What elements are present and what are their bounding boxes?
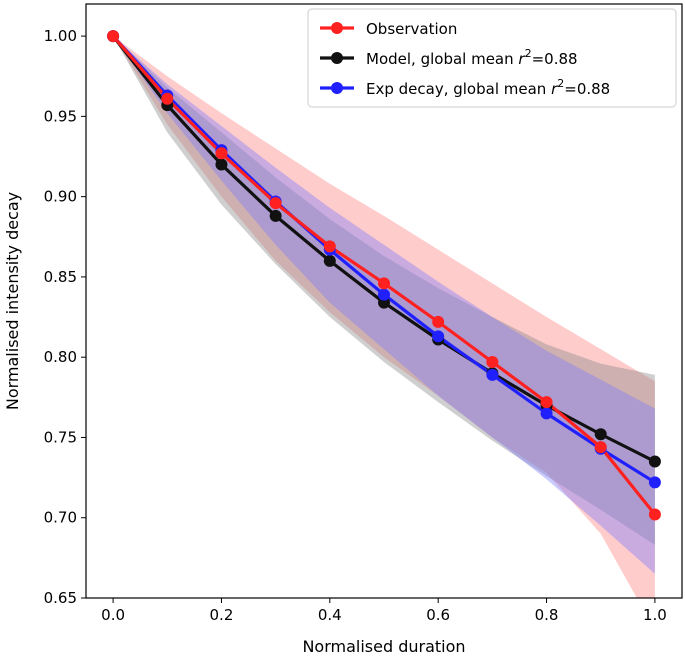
legend-label-observation: Observation <box>366 20 457 38</box>
y-tick-label: 0.85 <box>44 268 77 286</box>
x-tick-label: 0.4 <box>318 606 342 624</box>
x-tick-label: 0.2 <box>210 606 234 624</box>
x-axis: 0.0 0.2 0.4 0.6 0.8 1.0 <box>101 598 667 624</box>
y-tick-label: 0.95 <box>44 107 77 125</box>
point-model-global-mean-4 <box>323 254 336 267</box>
y-tick-label: 0.65 <box>44 589 77 607</box>
point-observation-7 <box>486 356 499 369</box>
point-observation-6 <box>432 315 445 328</box>
x-tick-label: 0.8 <box>535 606 559 624</box>
x-tick-label: 0.0 <box>101 606 125 624</box>
y-tick-label: 0.80 <box>44 348 77 366</box>
legend-marker-model-global-mean <box>331 52 343 64</box>
point-observation-0 <box>107 30 120 43</box>
point-model-global-mean-3 <box>269 209 282 222</box>
x-axis-label: Normalised duration <box>302 637 465 656</box>
point-observation-10 <box>648 508 661 521</box>
point-observation-5 <box>378 277 390 290</box>
point-exp-decay-global-mean-5 <box>378 288 390 301</box>
series-markers <box>107 30 661 521</box>
point-observation-1 <box>161 92 174 105</box>
legend-label-model-global-mean: Model, global mean r2=0.88 <box>366 47 578 68</box>
point-observation-9 <box>594 441 607 454</box>
y-axis-label: Normalised intensity decay <box>3 192 22 410</box>
y-tick-label: 1.00 <box>44 27 77 45</box>
y-tick-label: 0.75 <box>44 428 77 446</box>
legend: Observation Model, global mean r2=0.88 Exp… <box>307 8 677 108</box>
y-tick-label: 0.70 <box>44 509 77 527</box>
point-exp-decay-global-mean-6 <box>432 330 445 343</box>
x-tick-label: 1.0 <box>643 606 667 624</box>
plot-frame <box>85 3 683 599</box>
legend-label-exp-decay-global-mean: Exp decay, global mean r2=0.88 <box>366 77 610 98</box>
point-model-global-mean-9 <box>594 428 607 441</box>
y-tick-label: 0.90 <box>44 188 77 206</box>
legend-box <box>307 8 677 108</box>
x-tick-label: 0.6 <box>426 606 450 624</box>
point-observation-2 <box>215 147 228 160</box>
point-exp-decay-global-mean-10 <box>648 476 661 489</box>
y-axis: 0.65 0.70 0.75 0.80 0.85 0.90 0.95 1.00 <box>44 27 86 607</box>
legend-marker-observation <box>331 22 343 34</box>
point-observation-4 <box>323 240 336 253</box>
point-model-global-mean-10 <box>648 455 661 468</box>
point-exp-decay-global-mean-8 <box>540 407 553 420</box>
point-model-global-mean-2 <box>215 158 228 171</box>
point-exp-decay-global-mean-7 <box>486 368 499 381</box>
legend-marker-exp-decay-global-mean <box>331 82 343 94</box>
point-observation-8 <box>540 396 553 409</box>
point-observation-3 <box>269 197 282 210</box>
